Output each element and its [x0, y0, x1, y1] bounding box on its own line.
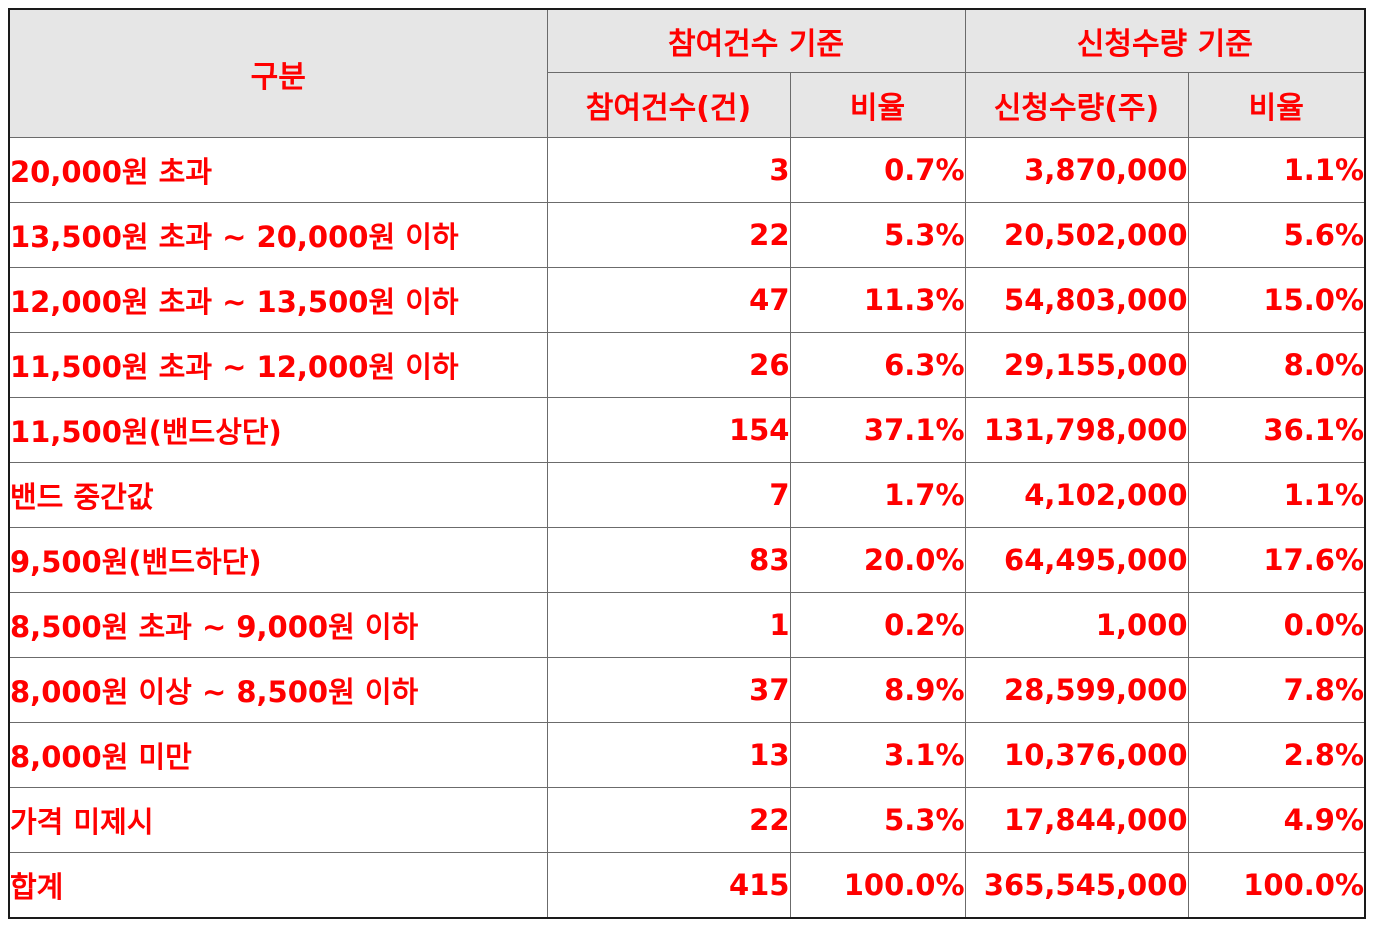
table-row: 가격 미제시 22 5.3% 17,844,000 4.9% — [8, 787, 1366, 853]
header-group-participation: 참여건수 기준 — [546, 8, 966, 73]
row-label-cell: 밴드 중간값 — [8, 462, 548, 528]
quantity-ratio-cell: 8.0% — [1187, 332, 1366, 398]
table-row: 9,500원(밴드하단) 83 20.0% 64,495,000 17.6% — [8, 527, 1366, 593]
quantity-cell: 4,102,000 — [964, 462, 1189, 528]
quantity-cell: 3,870,000 — [964, 137, 1189, 203]
quantity-cell: 64,495,000 — [964, 527, 1189, 593]
participation-ratio-cell: 5.3% — [789, 787, 966, 853]
row-label-cell: 20,000원 초과 — [8, 137, 548, 203]
table-row: 12,000원 초과 ~ 13,500원 이하 47 11.3% 54,803,000… — [8, 267, 1366, 333]
quantity-cell: 10,376,000 — [964, 722, 1189, 788]
participation-ratio-cell: 20.0% — [789, 527, 966, 593]
participation-ratio-cell: 5.3% — [789, 202, 966, 268]
participation-count-cell: 22 — [546, 787, 791, 853]
quantity-cell: 365,545,000 — [964, 852, 1189, 918]
participation-count-cell: 26 — [546, 332, 791, 398]
header-category: 구분 — [8, 8, 548, 138]
participation-count-cell: 1 — [546, 592, 791, 658]
row-label-cell: 11,500원 초과 ~ 12,000원 이하 — [8, 332, 548, 398]
quantity-cell: 1,000 — [964, 592, 1189, 658]
demand-forecast-table: 구분 참여건수 기준 신청수량 기준 참여건수(건) 비율 신청수량(주) 비율… — [8, 8, 1367, 919]
quantity-cell: 17,844,000 — [964, 787, 1189, 853]
quantity-cell: 28,599,000 — [964, 657, 1189, 723]
participation-ratio-cell: 6.3% — [789, 332, 966, 398]
header-quantity: 신청수량(주) — [964, 72, 1189, 138]
quantity-cell: 131,798,000 — [964, 397, 1189, 463]
header-group-quantity: 신청수량 기준 — [964, 8, 1366, 73]
row-label-cell: 11,500원(밴드상단) — [8, 397, 548, 463]
quantity-ratio-cell: 5.6% — [1187, 202, 1366, 268]
participation-ratio-cell: 11.3% — [789, 267, 966, 333]
table-row: 합계 415 100.0% 365,545,000 100.0% — [8, 852, 1366, 918]
row-label-cell: 8,000원 이상 ~ 8,500원 이하 — [8, 657, 548, 723]
quantity-ratio-cell: 2.8% — [1187, 722, 1366, 788]
quantity-ratio-cell: 1.1% — [1187, 462, 1366, 528]
quantity-cell: 54,803,000 — [964, 267, 1189, 333]
quantity-ratio-cell: 1.1% — [1187, 137, 1366, 203]
table-body: 20,000원 초과 3 0.7% 3,870,000 1.1% 13,500원 초과 ~… — [8, 137, 1366, 918]
table-row: 13,500원 초과 ~ 20,000원 이하 22 5.3% 20,502,000 5… — [8, 202, 1366, 268]
participation-count-cell: 83 — [546, 527, 791, 593]
row-label-cell: 12,000원 초과 ~ 13,500원 이하 — [8, 267, 548, 333]
participation-ratio-cell: 0.2% — [789, 592, 966, 658]
participation-ratio-cell: 0.7% — [789, 137, 966, 203]
table-row: 밴드 중간값 7 1.7% 4,102,000 1.1% — [8, 462, 1366, 528]
quantity-ratio-cell: 4.9% — [1187, 787, 1366, 853]
participation-count-cell: 154 — [546, 397, 791, 463]
participation-ratio-cell: 100.0% — [789, 852, 966, 918]
quantity-ratio-cell: 100.0% — [1187, 852, 1366, 918]
participation-count-cell: 47 — [546, 267, 791, 333]
participation-count-cell: 415 — [546, 852, 791, 918]
header-quantity-ratio: 비율 — [1187, 72, 1366, 138]
participation-count-cell: 7 — [546, 462, 791, 528]
table-row: 11,500원(밴드상단) 154 37.1% 131,798,000 36.1% — [8, 397, 1366, 463]
table-row: 20,000원 초과 3 0.7% 3,870,000 1.1% — [8, 137, 1366, 203]
quantity-ratio-cell: 0.0% — [1187, 592, 1366, 658]
header-participation-count: 참여건수(건) — [546, 72, 791, 138]
header-participation-ratio: 비율 — [789, 72, 966, 138]
quantity-ratio-cell: 36.1% — [1187, 397, 1366, 463]
participation-ratio-cell: 1.7% — [789, 462, 966, 528]
table-row: 11,500원 초과 ~ 12,000원 이하 26 6.3% 29,155,000 8… — [8, 332, 1366, 398]
participation-count-cell: 13 — [546, 722, 791, 788]
quantity-ratio-cell: 15.0% — [1187, 267, 1366, 333]
quantity-cell: 20,502,000 — [964, 202, 1189, 268]
row-label-cell: 13,500원 초과 ~ 20,000원 이하 — [8, 202, 548, 268]
participation-count-cell: 22 — [546, 202, 791, 268]
participation-count-cell: 37 — [546, 657, 791, 723]
table-row: 8,000원 미만 13 3.1% 10,376,000 2.8% — [8, 722, 1366, 788]
participation-ratio-cell: 37.1% — [789, 397, 966, 463]
quantity-ratio-cell: 17.6% — [1187, 527, 1366, 593]
row-label-cell: 합계 — [8, 852, 548, 918]
quantity-cell: 29,155,000 — [964, 332, 1189, 398]
row-label-cell: 8,500원 초과 ~ 9,000원 이하 — [8, 592, 548, 658]
row-label-cell: 8,000원 미만 — [8, 722, 548, 788]
participation-ratio-cell: 8.9% — [789, 657, 966, 723]
participation-count-cell: 3 — [546, 137, 791, 203]
table-row: 8,000원 이상 ~ 8,500원 이하 37 8.9% 28,599,000 7.8… — [8, 657, 1366, 723]
participation-ratio-cell: 3.1% — [789, 722, 966, 788]
row-label-cell: 9,500원(밴드하단) — [8, 527, 548, 593]
table-row: 8,500원 초과 ~ 9,000원 이하 1 0.2% 1,000 0.0% — [8, 592, 1366, 658]
quantity-ratio-cell: 7.8% — [1187, 657, 1366, 723]
row-label-cell: 가격 미제시 — [8, 787, 548, 853]
